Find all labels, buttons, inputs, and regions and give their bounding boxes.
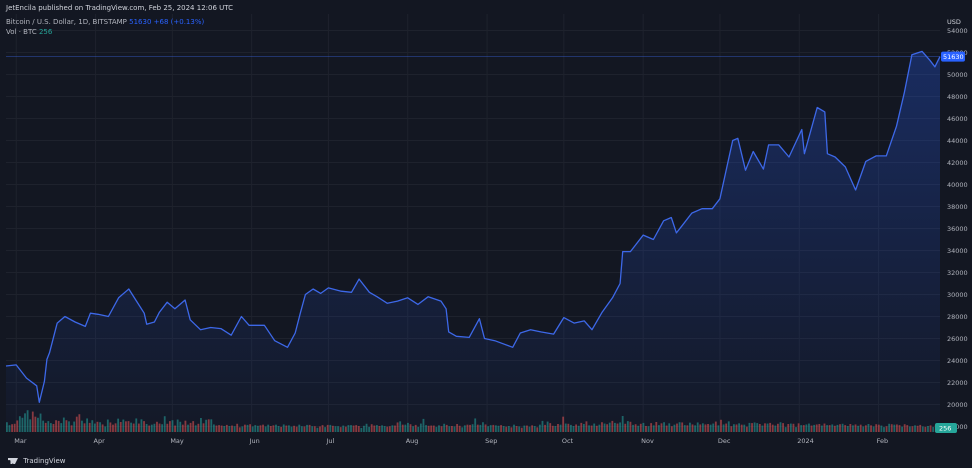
axis-layer: 18000 20000 22000 24000 26000 28000 30000 32000…: [6, 18, 968, 445]
x-tick-label: Jul: [325, 437, 334, 445]
publish-info: JetEncila published on TradingView.com, …: [6, 4, 233, 12]
volume-label: Vol · BTC: [6, 28, 37, 36]
y-tick-label: 54000: [947, 27, 968, 35]
x-tick-label: Oct: [562, 437, 574, 445]
symbol-title: Bitcoin / U.S. Dollar, 1D, BITSTAMP: [6, 18, 127, 26]
y-tick-label: 40000: [947, 181, 968, 189]
x-tick-label: Mar: [14, 437, 27, 445]
footer: TradingView: [0, 454, 972, 468]
y-tick-label: 26000: [947, 335, 968, 343]
y-tick-label: 48000: [947, 93, 968, 101]
y-tick-label: 28000: [947, 313, 968, 321]
tradingview-logo-icon: [8, 458, 18, 464]
y-tick-label: 50000: [947, 71, 968, 79]
last-price-text: 51630: [129, 18, 152, 26]
last-price-tag: [941, 51, 965, 62]
price-change-text: +68 (+0.13%): [153, 18, 205, 26]
x-tick-label: Nov: [641, 437, 654, 445]
last-price-tag-label: 51630: [943, 53, 964, 61]
currency-label: USD: [947, 18, 961, 26]
y-tick-label: 38000: [947, 203, 968, 211]
x-tick-label: Aug: [406, 437, 419, 445]
y-tick-label: 20000: [947, 401, 968, 409]
brand-name: TradingView: [23, 457, 66, 465]
volume-legend[interactable]: Vol · BTC 256: [6, 28, 52, 36]
x-tick-label: Apr: [94, 437, 106, 445]
y-tick-label: 44000: [947, 137, 968, 145]
price-line: [5, 50, 941, 403]
price-area-fill: [6, 51, 940, 433]
x-tick-label: 2024: [797, 437, 814, 445]
y-tick-label: 46000: [947, 115, 968, 123]
tradingview-logo[interactable]: TradingView: [8, 457, 66, 465]
symbol-legend[interactable]: Bitcoin / U.S. Dollar, 1D, BITSTAMP 5163…: [6, 18, 204, 26]
volume-value: 256: [38, 28, 53, 36]
y-tick-label: 24000: [947, 357, 968, 365]
y-tick-label: 32000: [947, 269, 968, 277]
x-tick-label: Sep: [485, 437, 497, 445]
x-tick-label: May: [170, 437, 184, 445]
y-tick-label: 22000: [947, 379, 968, 387]
x-tick-label: Dec: [718, 437, 731, 445]
publish-text: JetEncila published on TradingView.com, …: [6, 4, 234, 12]
area-layer: [5, 50, 941, 433]
y-tick-label: 18000: [947, 423, 968, 431]
volume-tag: [935, 423, 957, 433]
volume-tag-label: 256: [939, 425, 951, 433]
y-tick-label: 34000: [947, 247, 968, 255]
x-tick-label: Jun: [249, 437, 260, 445]
y-tick-label: 30000: [947, 291, 968, 299]
y-tick-label: 42000: [947, 159, 968, 167]
x-tick-label: Feb: [877, 437, 889, 445]
y-tick-label: 36000: [947, 225, 968, 233]
